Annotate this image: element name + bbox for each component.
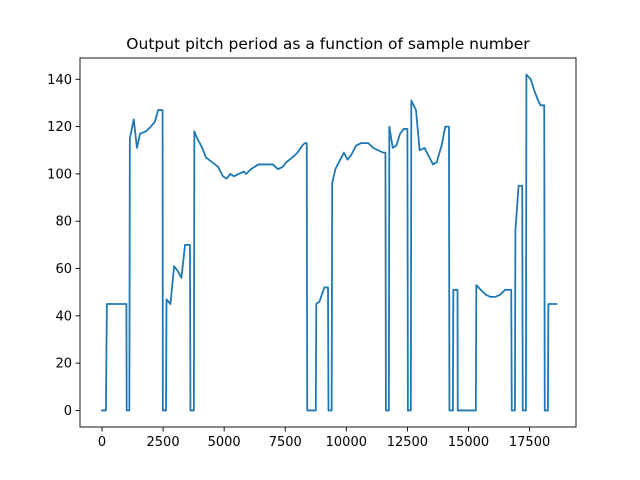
x-tick-label: 12500 [387, 435, 428, 450]
axes: 0 2500 5000 7500 10000 12500 15000 17500 0 20 40 60… [47, 57, 577, 450]
y-tick-label: 20 [55, 357, 72, 372]
chart-title: Output pitch period as a function of sam… [126, 35, 530, 53]
x-tick-label: 7500 [269, 435, 302, 450]
y-tick-label: 40 [55, 309, 72, 324]
x-tick-label: 5000 [208, 435, 241, 450]
y-tick-label: 140 [47, 73, 72, 88]
y-tick-label: 0 [64, 404, 72, 419]
series-line-0 [101, 73, 558, 412]
y-tick-label: 100 [47, 167, 72, 182]
y-tick-label: 80 [55, 215, 72, 230]
y-tick-label: 60 [55, 262, 72, 277]
axes-frame [79, 57, 577, 428]
x-tick-label: 0 [98, 435, 106, 450]
plot-area [101, 73, 558, 412]
x-tick-label: 15000 [448, 435, 489, 450]
x-tick-label: 10000 [326, 435, 367, 450]
y-tick-label: 120 [47, 120, 72, 135]
x-tick-label: 2500 [147, 435, 180, 450]
x-tick-label: 17500 [509, 435, 550, 450]
